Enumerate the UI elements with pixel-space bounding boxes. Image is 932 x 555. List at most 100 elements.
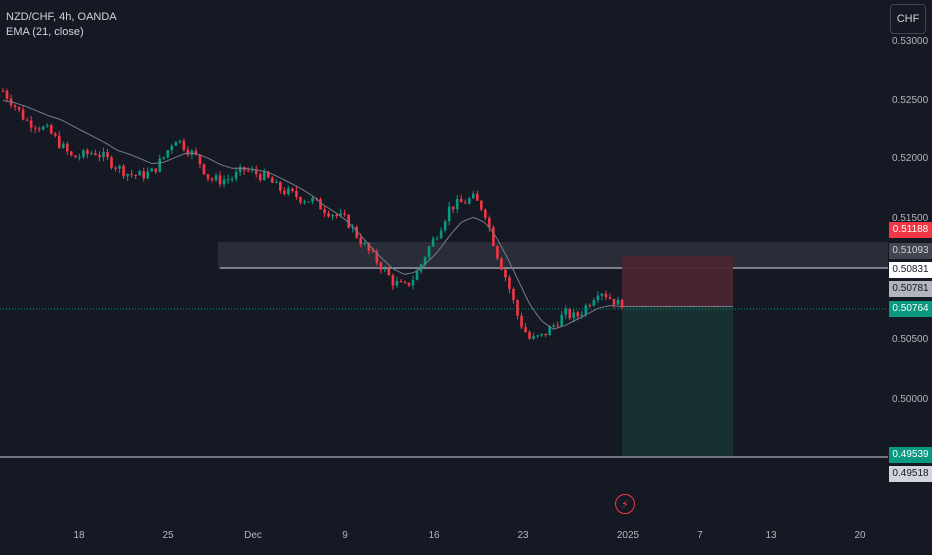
- low-line-price-label: 0.49518: [889, 466, 932, 482]
- candle-body: [150, 168, 154, 172]
- short-position-stop-zone[interactable]: [622, 256, 733, 306]
- candle-body: [524, 327, 527, 333]
- candle-body: [266, 171, 270, 178]
- ema-line: [2, 99, 623, 330]
- candle-body: [447, 206, 451, 222]
- candle-body: [311, 197, 314, 202]
- candle-body: [435, 238, 439, 240]
- candle-body: [214, 175, 218, 181]
- short-position-target-zone[interactable]: [622, 307, 733, 456]
- candle-body: [226, 179, 230, 181]
- candle-body: [459, 198, 463, 203]
- candle-body: [222, 179, 226, 185]
- candle-body: [182, 140, 186, 150]
- candle-body: [580, 314, 584, 317]
- candle-body: [339, 213, 342, 216]
- candle-body: [500, 258, 503, 270]
- y-tick-label: 0.53000: [892, 36, 929, 47]
- candle-body: [548, 326, 551, 336]
- target-price-label: 0.49539: [889, 447, 932, 463]
- current-price-label: 0.50764: [889, 301, 932, 317]
- zone-price-label: 0.51093: [889, 243, 932, 259]
- candle-body: [564, 309, 568, 315]
- candle-body: [343, 213, 346, 215]
- supply-zone[interactable]: [218, 242, 888, 269]
- candle-body: [61, 143, 65, 148]
- candle-body: [620, 299, 624, 308]
- candle-body: [118, 165, 121, 169]
- candle-body: [250, 169, 254, 171]
- candle-body: [544, 333, 547, 336]
- candle-body: [57, 135, 61, 148]
- candle-body: [45, 125, 49, 127]
- y-tick-label: 0.50500: [892, 334, 929, 345]
- indicator-title[interactable]: EMA (21, close): [6, 26, 84, 38]
- candle-body: [134, 175, 137, 177]
- candle-body: [279, 182, 282, 191]
- candle-body: [604, 293, 608, 298]
- candle-body: [427, 246, 431, 258]
- candle-body: [600, 293, 604, 296]
- candle-body: [484, 209, 487, 219]
- candle-body: [399, 281, 403, 283]
- candle-body: [299, 197, 302, 203]
- candle-body: [467, 198, 471, 204]
- candle-body: [371, 250, 375, 252]
- candle-body: [142, 171, 145, 179]
- candle-body: [41, 126, 45, 130]
- candle-body: [5, 90, 9, 99]
- candle-body: [528, 332, 531, 339]
- candle-body: [194, 150, 198, 155]
- candle-body: [230, 178, 234, 180]
- candle-body: [238, 166, 242, 172]
- candle-body: [154, 168, 158, 172]
- x-tick-label: 25: [162, 530, 174, 541]
- candle-body: [480, 200, 483, 210]
- candle-body: [262, 171, 266, 181]
- candle-body: [130, 174, 133, 176]
- candle-body: [162, 157, 166, 159]
- candle-body: [596, 295, 600, 301]
- candle-body: [106, 152, 109, 158]
- candle-body: [395, 281, 399, 286]
- candle-body: [206, 174, 210, 179]
- candle-body: [94, 153, 97, 155]
- candle-body: [283, 190, 286, 195]
- x-tick-label: 20: [854, 530, 866, 541]
- candle-body: [612, 298, 616, 305]
- candle-body: [552, 325, 555, 327]
- candle-body: [202, 164, 206, 175]
- symbol-title[interactable]: NZD/CHF, 4h, OANDA: [6, 11, 117, 23]
- candle-body: [375, 251, 379, 263]
- y-tick-label: 0.51500: [892, 213, 929, 224]
- candle-body: [166, 150, 170, 158]
- candle-body: [78, 156, 81, 158]
- candle-body: [114, 167, 117, 169]
- candle-body: [186, 149, 190, 155]
- candle-body: [616, 299, 620, 305]
- x-tick-label: 13: [765, 530, 777, 541]
- candle-body: [584, 305, 588, 315]
- stop-price-label: 0.51188: [889, 222, 932, 238]
- candle-body: [536, 335, 539, 337]
- candle-body: [516, 300, 519, 316]
- candle-body: [423, 257, 427, 265]
- x-tick-label: Dec: [244, 530, 262, 541]
- candle-body: [122, 165, 125, 177]
- flash-event-icon[interactable]: ⚡: [615, 494, 635, 514]
- candle-body: [74, 155, 77, 158]
- currency-button[interactable]: CHF: [890, 4, 926, 34]
- candle-body: [254, 169, 258, 175]
- candle-body: [307, 201, 310, 203]
- candle-body: [475, 193, 479, 201]
- candle-body: [471, 193, 475, 199]
- candle-body: [1, 90, 5, 92]
- candle-body: [234, 171, 238, 179]
- candle-body: [379, 262, 383, 270]
- candle-body: [218, 175, 222, 185]
- candle-body: [488, 218, 491, 228]
- candle-body: [198, 154, 202, 165]
- candle-body: [13, 105, 17, 107]
